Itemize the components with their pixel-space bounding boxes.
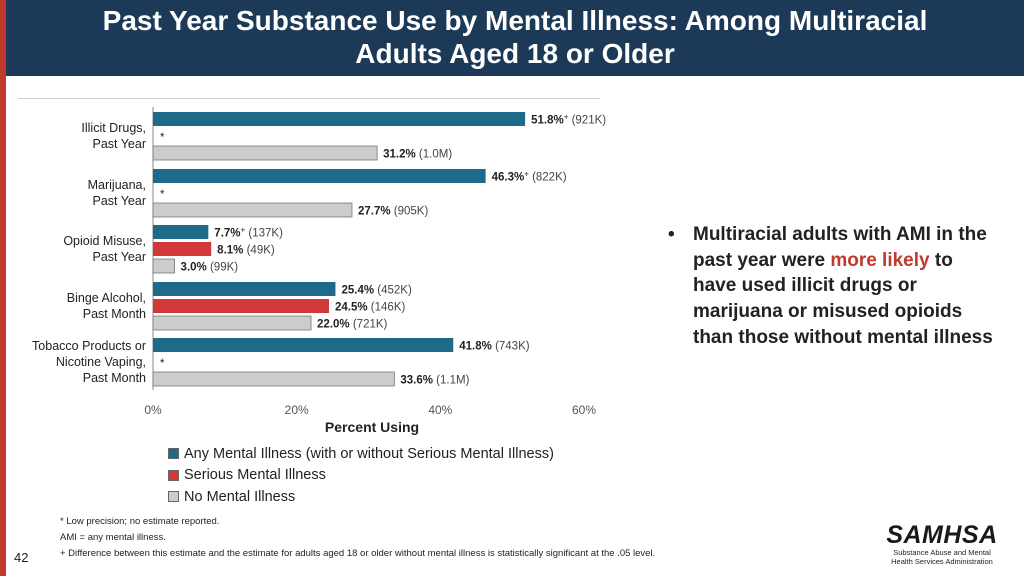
data-label: 31.2% (1.0M) (383, 149, 452, 161)
bar (153, 112, 526, 126)
bar-chart: 0% 20% 40% 60% Percent Using Illicit Drugs, Pa… (32, 107, 606, 435)
slide-header: Past Year Substance Use by Mental Illnes… (6, 0, 1024, 76)
category-label: Binge Alcohol, Past Month (67, 291, 146, 321)
category-label: Tobacco Products or Nicotine Vaping, Past … (32, 339, 146, 385)
bar (152, 371, 395, 387)
data-label: 3.0% (99K) (181, 262, 239, 274)
samhsa-logo-subtitle: Substance Abuse and Mental Health Servic… (891, 548, 993, 566)
legend-label: Serious Mental Illness (184, 467, 326, 484)
x-tick-label: 60% (572, 403, 596, 417)
page-number: 42 (14, 550, 29, 565)
footnotes: * Low precision; no estimate reported. A… (60, 514, 655, 562)
bar (153, 169, 486, 183)
legend-swatch (168, 491, 179, 503)
data-label: 51.8%+ (921K) (531, 113, 606, 127)
data-label: 22.0% (721K) (317, 319, 387, 331)
footnote-low-precision: * Low precision; no estimate reported. (60, 516, 220, 527)
category-label: Opioid Misuse, Past Year (63, 234, 146, 264)
legend-item: Serious Mental Illness (168, 465, 554, 487)
bar (152, 145, 378, 161)
samhsa-logo: SAMHSA Substance Abuse and Mental Health… (882, 522, 1002, 566)
data-label: 25.4% (452K) (341, 285, 411, 297)
bar (153, 225, 209, 239)
x-tick-label: 20% (285, 403, 309, 417)
key-finding-tail: to have used illicit drugs or marijuana … (693, 249, 993, 348)
data-label: 41.8% (743K) (459, 341, 529, 353)
bar (152, 315, 312, 331)
bar (153, 338, 454, 352)
missing-estimate-marker: * (160, 358, 165, 370)
data-label: 46.3%+ (822K) (492, 170, 567, 184)
bullet-icon: • (668, 224, 675, 245)
data-label: 8.1% (49K) (217, 245, 275, 257)
x-tick-label: 40% (428, 403, 452, 417)
legend-item: No Mental Illness (168, 486, 554, 508)
category-label: Illicit Drugs, Past Year (81, 121, 146, 151)
missing-estimate-marker: * (160, 132, 165, 144)
legend-swatch (168, 448, 179, 460)
accent-stripe (0, 0, 6, 576)
data-label: 27.7% (905K) (358, 206, 428, 218)
data-label: 33.6% (1.1M) (400, 375, 469, 387)
x-axis-title: Percent Using (325, 419, 419, 435)
bar (153, 242, 212, 256)
category-label: Marijuana, Past Year (88, 178, 146, 208)
chart-legend: Any Mental Illness (with or without Seri… (168, 443, 554, 508)
x-tick-label: 0% (144, 403, 162, 417)
legend-swatch (168, 469, 179, 481)
footnote-significance: + Difference between this estimate and t… (60, 548, 656, 559)
legend-label: Any Mental Illness (with or without Seri… (184, 445, 554, 462)
bar (153, 282, 336, 296)
key-finding-lead: Multiracial adults with AMI in the past … (693, 224, 987, 271)
footnote-ami: AMI = any mental illness. (60, 532, 166, 543)
chart-frame (18, 98, 600, 391)
key-finding-text: Multiracial adults with AMI in the past … (693, 222, 993, 351)
legend-item: Any Mental Illness (with or without Seri… (168, 443, 554, 465)
data-label: 7.7%+ (137K) (214, 226, 283, 240)
missing-estimate-marker: * (160, 189, 165, 201)
samhsa-logo-mark: SAMHSA (886, 521, 998, 549)
key-finding-highlight: more likely (830, 249, 930, 271)
bar (152, 258, 175, 274)
slide-title: Past Year Substance Use by Mental Illnes… (102, 5, 928, 69)
legend-label: No Mental Illness (184, 488, 296, 505)
bar (152, 202, 353, 218)
bar (153, 299, 329, 313)
data-label: 24.5% (146K) (335, 302, 405, 314)
